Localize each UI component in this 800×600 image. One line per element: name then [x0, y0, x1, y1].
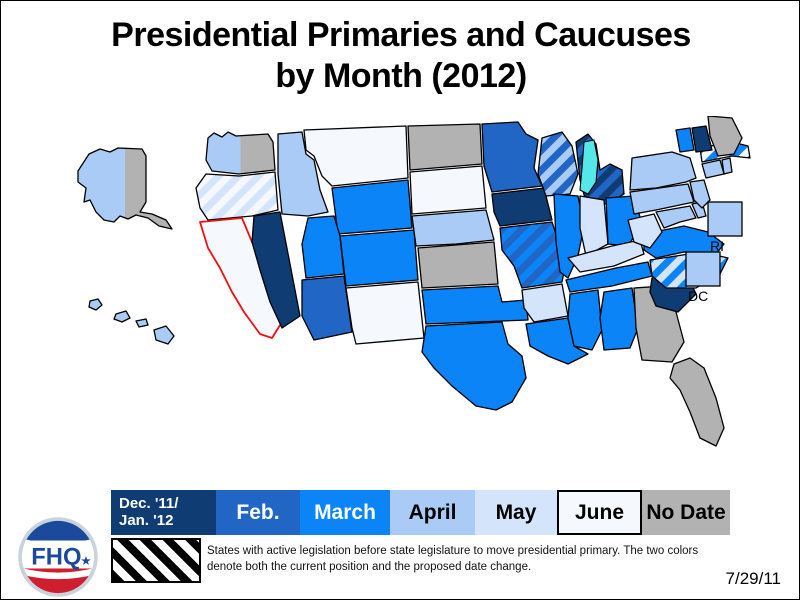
- state-nj[interactable]: [689, 179, 711, 209]
- legend-item-may[interactable]: May: [475, 490, 557, 535]
- legend-label: Feb.: [236, 500, 280, 524]
- legend-item-feb[interactable]: Feb.: [216, 490, 300, 535]
- state-ks[interactable]: [417, 241, 499, 289]
- state-ri_state[interactable]: [721, 157, 733, 175]
- legend-item-april[interactable]: April: [390, 490, 475, 535]
- legend-item-june[interactable]: June: [557, 490, 642, 535]
- inset-box-ri[interactable]: [707, 201, 743, 237]
- state-az[interactable]: [301, 275, 353, 341]
- legend-item-decjan[interactable]: Dec. '11/Jan. '12: [111, 490, 216, 535]
- us-choropleth-map[interactable]: RI DC: [56, 116, 756, 481]
- state-ky[interactable]: [567, 239, 645, 273]
- page-title: Presidential Primaries and Caucuses by M…: [1, 15, 800, 98]
- state-vt[interactable]: [675, 127, 695, 153]
- logo-star-icon: ★: [80, 554, 91, 568]
- state-hi[interactable]: [88, 298, 175, 345]
- logo-text: FHQ: [31, 543, 81, 570]
- legend-item-nodate[interactable]: No Date: [642, 490, 730, 535]
- state-ny[interactable]: [629, 151, 697, 191]
- state-me[interactable]: [707, 116, 743, 157]
- lake-michigan: [579, 139, 599, 195]
- state-ia[interactable]: [491, 187, 553, 227]
- state-wv[interactable]: [627, 213, 663, 249]
- legend-label-line-2: Jan. '12: [119, 511, 174, 529]
- state-tx[interactable]: [421, 321, 527, 411]
- state-mo[interactable]: [499, 221, 569, 289]
- state-in[interactable]: [579, 195, 609, 257]
- state-ar[interactable]: [521, 283, 569, 323]
- date-stamp: 7/29/11: [725, 569, 781, 588]
- legend-item-march[interactable]: March: [300, 490, 390, 535]
- inset-label-ri: RI: [710, 238, 724, 254]
- title-line-1: Presidential Primaries and Caucuses: [111, 16, 691, 54]
- state-mt[interactable]: [303, 125, 409, 187]
- state-wy[interactable]: [331, 179, 413, 235]
- state-mn[interactable]: [481, 121, 543, 193]
- legend-footnote: States with active legislation before st…: [207, 545, 699, 573]
- title-line-2: by Month (2012): [275, 57, 527, 96]
- state-nv[interactable]: [251, 211, 301, 329]
- fhq-logo[interactable]: FHQ ★: [17, 516, 99, 598]
- legend-label: May: [495, 500, 537, 524]
- state-nm[interactable]: [345, 281, 425, 345]
- legend-label-line-1: Dec. '11/: [119, 494, 179, 512]
- state-pa[interactable]: [629, 183, 695, 215]
- inset-box-dc[interactable]: [685, 251, 721, 287]
- state-md[interactable]: [655, 205, 697, 229]
- legend-label: March: [314, 500, 376, 524]
- state-ms[interactable]: [567, 289, 603, 351]
- legend-label: April: [408, 500, 457, 524]
- state-ct[interactable]: [701, 159, 725, 179]
- inset-label-dc: DC: [688, 288, 708, 304]
- state-wa[interactable]: [205, 131, 276, 175]
- state-co[interactable]: [339, 229, 419, 287]
- state-nh[interactable]: [691, 125, 713, 153]
- state-sd[interactable]: [409, 165, 487, 215]
- legend-label: No Date: [646, 500, 726, 524]
- legend-label: June: [574, 500, 624, 524]
- state-nd[interactable]: [407, 123, 483, 171]
- map-svg: RI DC: [77, 116, 751, 447]
- hatch-pattern-key: [111, 538, 201, 583]
- month-legend: Dec. '11/Jan. '12 Feb. March April May June No…: [111, 490, 730, 535]
- state-ok[interactable]: [421, 285, 529, 325]
- state-wi[interactable]: [537, 131, 579, 197]
- state-or[interactable]: [195, 171, 279, 221]
- state-al[interactable]: [599, 287, 639, 351]
- state-fl[interactable]: [669, 357, 725, 447]
- state-id[interactable]: [277, 131, 329, 217]
- state-ak[interactable]: [77, 147, 173, 230]
- state-ne[interactable]: [411, 209, 495, 247]
